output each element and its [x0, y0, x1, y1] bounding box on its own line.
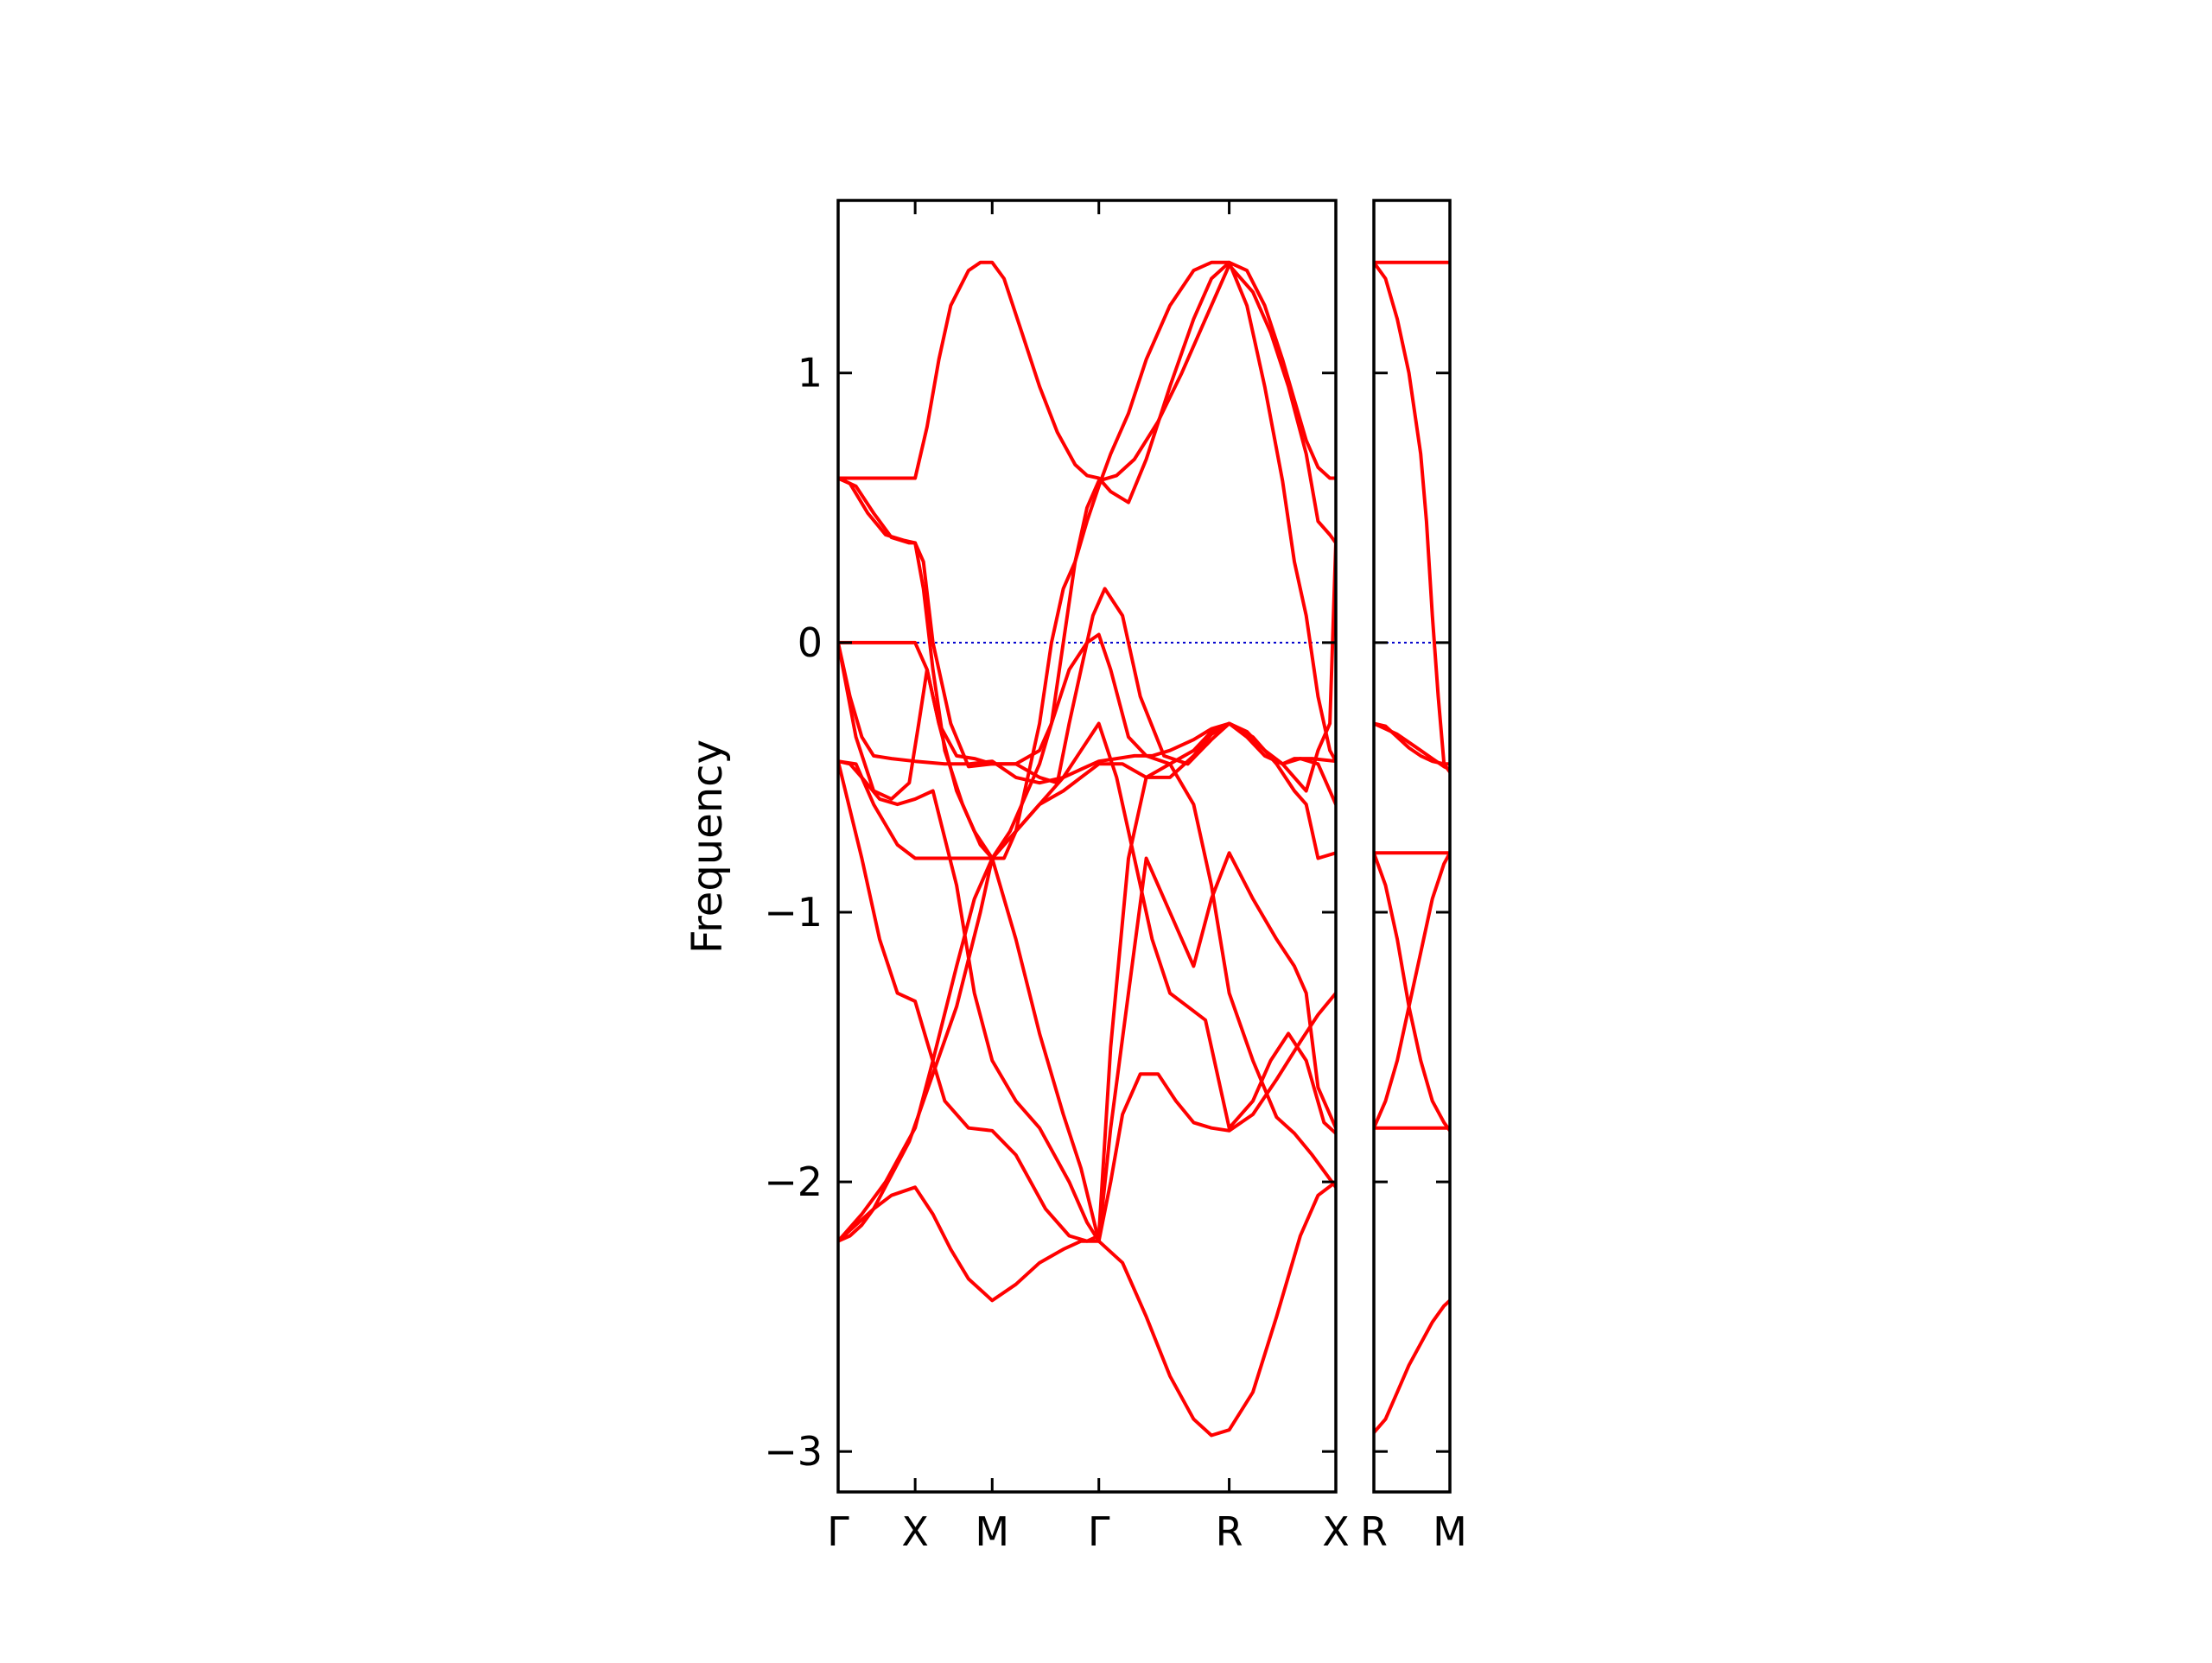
x-tick-label: M — [975, 1508, 1009, 1555]
x-tick-label: Γ — [827, 1508, 849, 1555]
band-line-4 — [838, 759, 1336, 1243]
panel-side-frame — [1372, 199, 1452, 1494]
band-line-12 — [838, 260, 1336, 860]
axes-layer: Γ X M Γ R X10−1−2−3R M — [764, 199, 1467, 1555]
band-line-5 — [838, 759, 1336, 1243]
y-axis-label: Frequency — [683, 739, 732, 954]
x-tick-label: R — [1216, 1508, 1243, 1555]
x-tick-label: X — [901, 1508, 929, 1555]
y-tick-label: −3 — [764, 1428, 823, 1475]
panel-main-frame — [836, 199, 1338, 1494]
x-tick-label: Γ — [1088, 1508, 1110, 1555]
panel-main-series — [838, 260, 1336, 1438]
band-line-7 — [1374, 721, 1450, 766]
x-tick-label: R — [1360, 1508, 1388, 1555]
x-tick-label: M — [1433, 1508, 1467, 1555]
band-line-7 — [838, 640, 1336, 807]
y-tick-label: 1 — [798, 350, 823, 397]
y-tick-label: −2 — [764, 1158, 823, 1205]
band-line-1 — [838, 1180, 1336, 1438]
band-line-3 — [838, 856, 1336, 1243]
band-line-3 — [1374, 851, 1450, 1133]
series-layer — [838, 260, 1450, 1438]
band-line-1 — [1374, 1298, 1450, 1435]
x-tick-label: X — [1322, 1508, 1350, 1555]
band-line-4 — [1374, 851, 1450, 1130]
y-tick-label: 0 — [798, 619, 823, 666]
panel-side-series — [1374, 260, 1450, 1435]
y-tick-label: −1 — [764, 889, 823, 936]
band-line-8 — [1374, 260, 1450, 774]
band-line-11 — [838, 260, 1336, 505]
band-line-10 — [838, 263, 1336, 860]
